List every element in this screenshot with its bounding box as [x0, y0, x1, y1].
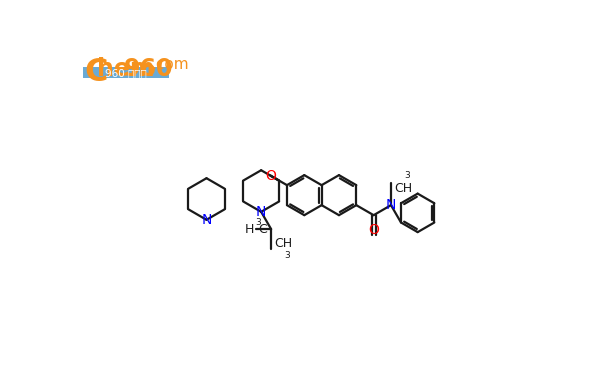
FancyBboxPatch shape	[82, 66, 169, 78]
Text: O: O	[368, 223, 379, 237]
Text: 960: 960	[123, 57, 173, 81]
Text: CH: CH	[394, 182, 412, 195]
Text: 960 化工网: 960 化工网	[105, 68, 146, 78]
Text: CH: CH	[274, 237, 292, 250]
Text: .com: .com	[151, 57, 189, 72]
Text: 3: 3	[404, 171, 410, 180]
Text: 3: 3	[284, 252, 290, 261]
Text: O: O	[265, 169, 276, 183]
Text: hem: hem	[97, 57, 155, 81]
Text: H: H	[245, 223, 254, 236]
Text: N: N	[256, 205, 266, 219]
Text: C: C	[258, 223, 267, 236]
Text: N: N	[386, 198, 396, 212]
Text: N: N	[201, 213, 212, 227]
Text: 3: 3	[255, 218, 261, 227]
Text: C: C	[84, 57, 108, 88]
